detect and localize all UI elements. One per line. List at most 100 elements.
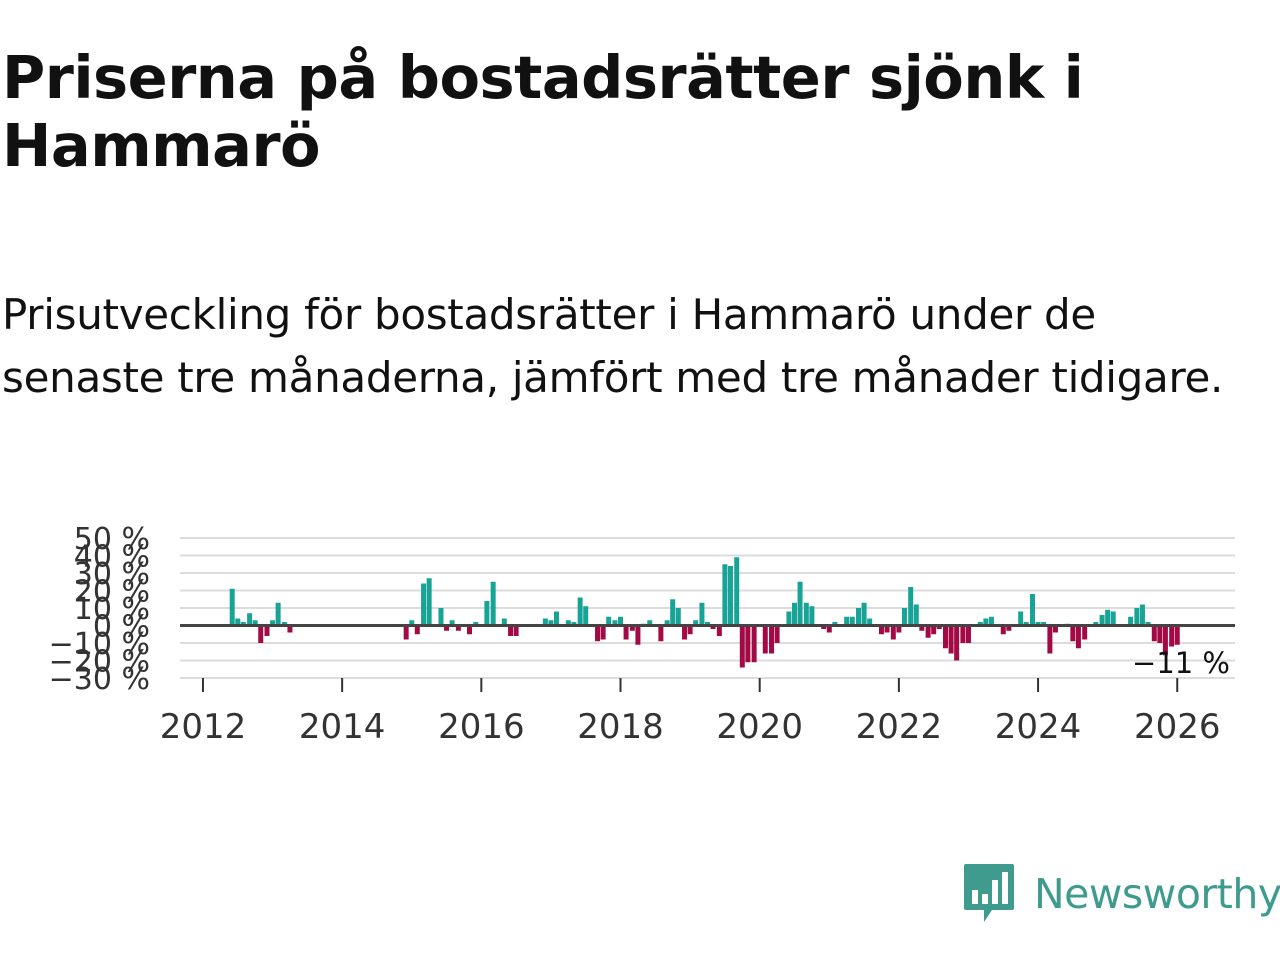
bar: [1041, 622, 1047, 626]
bar: [925, 625, 931, 638]
bar: [727, 566, 733, 626]
x-tick-label: 2024: [995, 707, 1082, 747]
bar: [965, 625, 971, 643]
bar: [884, 625, 890, 633]
bar: [675, 608, 681, 626]
bar: [426, 578, 432, 626]
bar: [1018, 611, 1024, 626]
bar: [658, 625, 664, 642]
bar: [878, 625, 884, 635]
bar: [501, 618, 507, 626]
bar: [983, 618, 989, 626]
bar: [745, 625, 751, 663]
bar: [1134, 608, 1140, 626]
bar: [786, 611, 792, 626]
bar: [1110, 611, 1116, 626]
bar: [1047, 625, 1053, 654]
bar: [954, 625, 960, 661]
bar: [664, 620, 670, 626]
chart-title: Priserna på bostadsrätter sjönk i Hammar…: [2, 43, 1084, 180]
bar: [867, 618, 873, 626]
bar: [600, 625, 606, 640]
bar: [275, 602, 281, 626]
bar: [270, 620, 276, 626]
bar: [943, 625, 949, 649]
bar: [890, 625, 896, 640]
y-tick-label: 20 %: [74, 575, 150, 610]
bar: [421, 583, 427, 626]
bar: [548, 620, 554, 626]
bar: [913, 604, 919, 626]
bar: [1070, 625, 1076, 642]
bar: [699, 602, 705, 626]
bar: [901, 608, 907, 626]
bar: [769, 625, 775, 654]
y-tick-label: −20 %: [49, 645, 150, 680]
bar: [287, 625, 293, 633]
bar: [565, 620, 571, 626]
x-tick-label: 2018: [577, 707, 664, 747]
bar: [449, 620, 455, 626]
bar: [1162, 625, 1168, 656]
bar: [258, 625, 264, 643]
bar: [710, 625, 716, 629]
gridlines: [180, 537, 1235, 679]
bar: [455, 625, 461, 631]
x-tick-label: 2022: [856, 707, 943, 747]
bar: [948, 625, 954, 654]
newsworthy-logo[interactable]: Newsworthy: [962, 862, 1280, 926]
bar: [409, 620, 415, 626]
bar: [896, 625, 902, 633]
bar: [438, 608, 444, 626]
bar: [809, 606, 815, 626]
bar: [403, 625, 409, 640]
y-tick-label: 30 %: [74, 557, 150, 592]
bar: [235, 618, 241, 626]
x-tick-label: 2026: [1134, 707, 1221, 747]
x-tick-label: 2014: [299, 707, 386, 747]
bar: [826, 625, 832, 633]
bar: [861, 602, 867, 626]
bar: [936, 625, 942, 629]
bar: [739, 625, 745, 668]
bar: [1157, 625, 1163, 643]
bars: [229, 557, 1180, 668]
bar: [577, 597, 583, 626]
bar: [490, 581, 496, 626]
bar: [553, 611, 559, 626]
x-axis-ticks: 2012 2014 2016 2018 2020 2022 2024 2026: [160, 678, 1221, 747]
bar: [247, 613, 253, 626]
bar: [693, 620, 699, 626]
bar: [988, 616, 994, 626]
bar: [832, 622, 838, 626]
y-tick-label: 40 %: [74, 540, 150, 575]
bar: [612, 620, 618, 626]
bar: [1099, 615, 1105, 626]
bar: [1151, 625, 1157, 642]
bar: [571, 622, 577, 626]
bar: [762, 625, 768, 654]
bar-chart: 50 %40 %30 %20 %10 %0 %−10 %−20 %−30 % 2…: [49, 522, 1235, 747]
bar: [797, 581, 803, 626]
y-tick-label: 50 %: [74, 522, 150, 557]
bar: [1006, 625, 1012, 631]
bar: [647, 620, 653, 626]
chart-subtitle: Prisutveckling för bostadsrätter i Hamma…: [2, 290, 1224, 402]
y-tick-label: 10 %: [74, 592, 150, 627]
bar: [1052, 625, 1058, 633]
bar: [716, 625, 722, 636]
bar: [264, 625, 270, 636]
bar: [542, 618, 548, 626]
bar: [919, 625, 925, 631]
logo-text: Newsworthy: [1034, 870, 1280, 918]
bar: [1000, 625, 1006, 635]
bar: [705, 622, 710, 626]
bar: [1145, 622, 1151, 626]
bar: [606, 616, 612, 626]
bar: [722, 564, 728, 626]
x-tick-label: 2016: [438, 707, 525, 747]
bar: [1035, 622, 1041, 626]
bar: [734, 557, 740, 626]
bar: [849, 616, 855, 626]
y-tick-label: −30 %: [49, 662, 150, 697]
